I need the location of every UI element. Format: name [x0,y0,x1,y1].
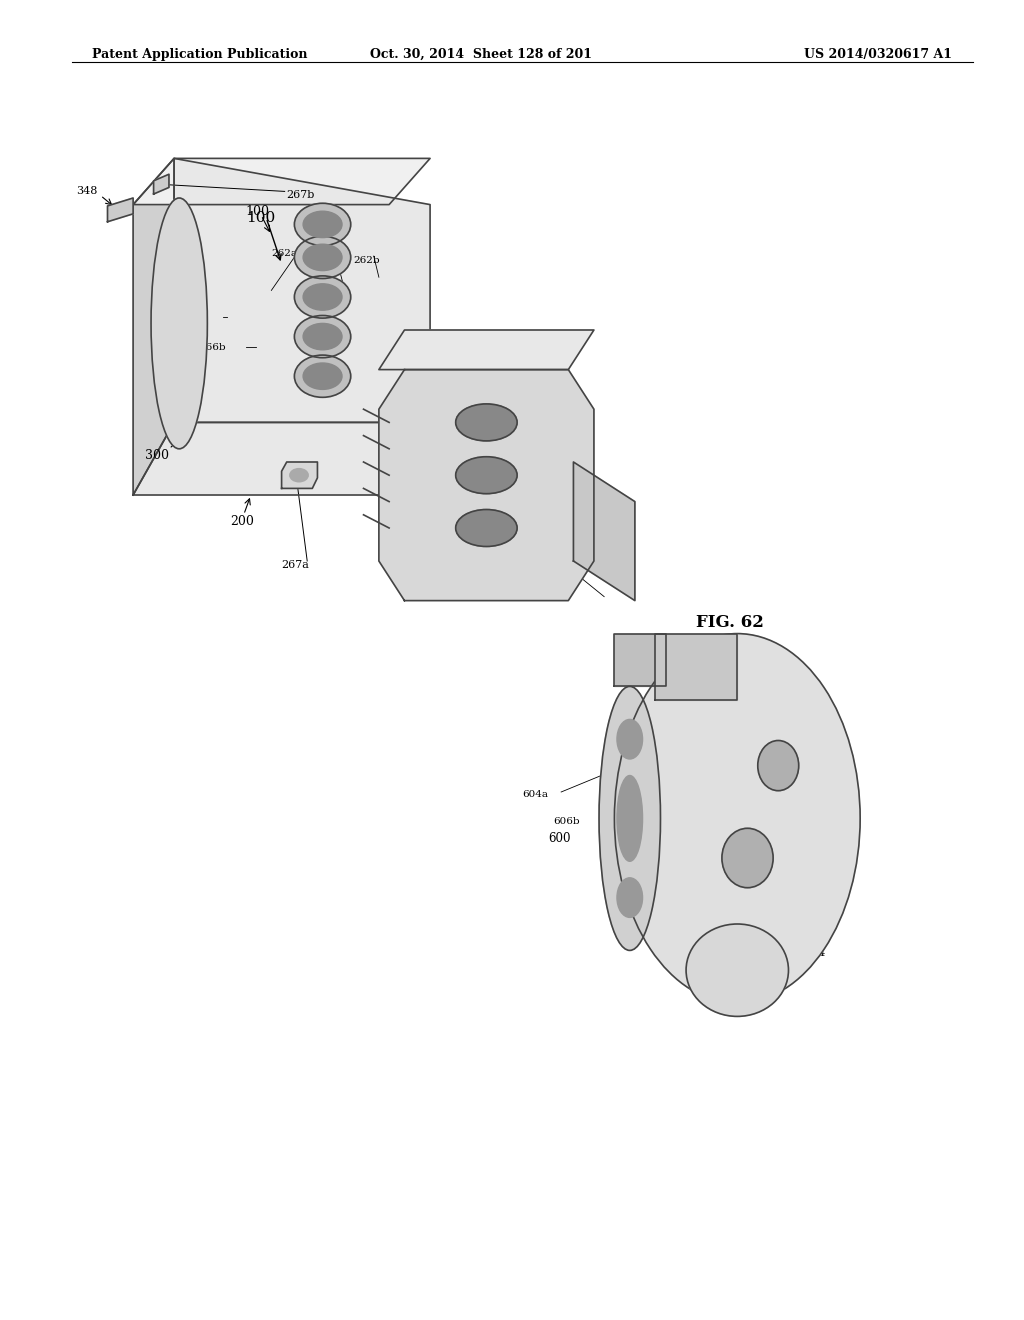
Ellipse shape [303,323,342,350]
Text: FIG. 62: FIG. 62 [696,614,764,631]
Text: 300: 300 [145,449,169,462]
Ellipse shape [722,829,773,888]
Text: 262a: 262a [271,249,297,257]
Ellipse shape [456,510,517,546]
Text: 262b: 262b [353,256,380,264]
Text: 666b: 666b [678,635,707,645]
Text: 266b: 266b [200,343,226,351]
Ellipse shape [152,198,207,449]
Ellipse shape [456,457,517,494]
Ellipse shape [616,776,643,861]
Ellipse shape [295,315,350,358]
Text: 256a: 256a [312,260,338,268]
Ellipse shape [616,719,643,759]
Text: 348: 348 [76,186,97,197]
Ellipse shape [295,203,350,246]
Text: 116c: 116c [430,399,456,407]
Polygon shape [133,158,174,495]
Ellipse shape [614,634,860,1003]
Ellipse shape [295,236,350,279]
Text: 602: 602 [737,639,759,649]
Text: 267a: 267a [282,560,309,570]
Ellipse shape [303,244,342,271]
Text: 362b: 362b [179,313,206,321]
Polygon shape [282,462,317,488]
Polygon shape [133,158,430,205]
Polygon shape [174,158,430,422]
Text: 260b: 260b [461,421,487,429]
Text: 640b: 640b [824,873,853,883]
Text: US 2014/0320617 A1: US 2014/0320617 A1 [804,48,952,61]
Ellipse shape [599,686,660,950]
Text: Oct. 30, 2014  Sheet 128 of 201: Oct. 30, 2014 Sheet 128 of 201 [371,48,592,61]
Text: 400: 400 [415,577,438,590]
Text: 600: 600 [548,832,570,845]
Ellipse shape [303,211,342,238]
Text: 606b: 606b [553,817,580,825]
Polygon shape [573,462,635,601]
Ellipse shape [616,878,643,917]
Ellipse shape [295,276,350,318]
Polygon shape [655,634,737,700]
Text: 100: 100 [246,211,275,226]
Ellipse shape [686,924,788,1016]
Polygon shape [614,634,666,686]
Polygon shape [133,422,430,495]
Text: 640a: 640a [748,919,775,929]
Polygon shape [108,198,133,222]
Text: 604a: 604a [522,791,548,799]
Ellipse shape [758,741,799,791]
Text: 100: 100 [246,205,269,218]
Ellipse shape [290,469,308,482]
Text: 604b: 604b [570,564,597,572]
Text: 267b: 267b [287,190,315,201]
Ellipse shape [303,363,342,389]
Text: 644: 644 [804,948,825,958]
Ellipse shape [303,284,342,310]
Ellipse shape [295,355,350,397]
Polygon shape [379,330,594,370]
Text: 647: 647 [774,668,796,678]
Text: 200: 200 [230,515,254,528]
Polygon shape [379,370,594,601]
Ellipse shape [456,404,517,441]
Text: Patent Application Publication: Patent Application Publication [92,48,307,61]
Text: 260a: 260a [418,429,443,437]
Polygon shape [154,174,169,194]
